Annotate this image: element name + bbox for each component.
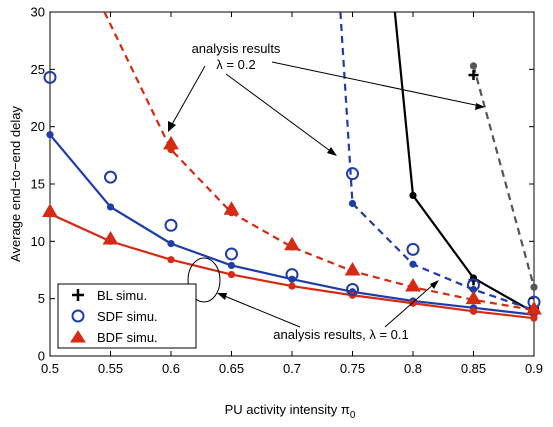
annotation-arrowhead-red xyxy=(168,121,176,132)
annotation-arrow-blue xyxy=(225,73,334,154)
analysis-line-bl-lambda-02 xyxy=(472,65,536,288)
legend: BL simu. SDF simu. BDF simu. xyxy=(57,283,197,349)
analysis-point xyxy=(106,203,115,211)
legend-item-bdf: BDF simu. xyxy=(70,330,158,345)
x-axis-label-symbol: π xyxy=(341,402,350,417)
sdf-simulation-marker xyxy=(104,170,117,184)
annotation-lambda-02-line1: analysis results xyxy=(192,41,281,56)
annotation-arrowhead-gray xyxy=(475,103,485,110)
sdf-simulation-marker xyxy=(43,70,57,84)
annotation-arrow-red xyxy=(169,65,206,129)
y-tick-label: 25 xyxy=(31,62,45,77)
legend-item-sdf: SDF simu. xyxy=(71,309,158,324)
annotation-arrowhead-bottom-right xyxy=(430,280,439,289)
analysis-point xyxy=(348,199,357,208)
annotation-arrowhead-blue xyxy=(327,147,337,156)
y-tick-label: 10 xyxy=(31,234,45,249)
analysis-point xyxy=(530,314,538,322)
sdf-simulation-marker xyxy=(346,167,359,181)
bl-simulation-marker xyxy=(468,70,479,81)
x-tick-label: 0.55 xyxy=(98,361,123,376)
annotation-lambda-02-line2: λ = 0.2 xyxy=(216,57,255,72)
bdf-simulation-marker xyxy=(344,262,361,276)
analysis-point xyxy=(227,270,236,279)
x-axis-label-subscript: 0 xyxy=(350,410,356,421)
analysis-point xyxy=(469,62,478,70)
analysis-point xyxy=(167,240,175,248)
x-axis-label-text: PU activity intensity xyxy=(225,402,338,417)
legend-item-bl: BL simu. xyxy=(72,288,147,303)
sdf-simulation-marker xyxy=(346,282,359,296)
sdf-simulation-marker xyxy=(467,278,480,292)
x-tick-label: 0.5 xyxy=(41,361,59,376)
bdf-simulation-marker xyxy=(465,290,482,305)
annotation-lambda-02: analysis results λ = 0.2 xyxy=(168,41,485,156)
axes-layer: 0.5 0.55 0.6 0.65 0.7 0.75 0.8 0.85 0.9 0 5 10 15 20 2… xyxy=(31,5,544,377)
analysis-point xyxy=(530,283,538,291)
bdf-simulation-marker xyxy=(284,236,300,251)
analysis-point xyxy=(167,256,175,264)
bdf-simulation-marker xyxy=(223,201,240,215)
analysis-point xyxy=(409,260,417,268)
y-axis-label: Average end−to−end delay xyxy=(8,106,23,262)
analysis-point xyxy=(288,282,296,290)
annotation-arrow-gray xyxy=(271,61,481,107)
bdf-simulation-marker xyxy=(163,135,179,150)
legend-label-bdf: BDF simu. xyxy=(97,330,158,345)
annotation-lambda-01: analysis results, λ = 0.1 xyxy=(187,257,439,342)
annotation-ellipse xyxy=(187,257,221,303)
analysis-point xyxy=(469,307,478,315)
legend-label-bl: BL simu. xyxy=(97,288,147,303)
analysis-line-bdf-lambda-02 xyxy=(103,11,535,312)
plus-marker-icon xyxy=(72,289,84,301)
triangle-marker-icon xyxy=(70,330,86,343)
sdf-simulation-marker xyxy=(406,242,420,256)
y-tick-label: 5 xyxy=(38,291,45,306)
legend-label-sdf: SDF simu. xyxy=(97,309,158,324)
analysis-point xyxy=(46,131,54,139)
bdf-simulation-marker xyxy=(42,203,58,218)
bdf-simulation-marker xyxy=(405,278,421,292)
annotation-arrow-bottom-left xyxy=(221,294,301,328)
x-tick-label: 0.65 xyxy=(219,361,244,376)
sdf-simulation-marker xyxy=(285,268,299,282)
annotation-lambda-01-text: analysis results, λ = 0.1 xyxy=(273,327,408,342)
sdf-simulation-marker xyxy=(164,218,178,232)
x-tick-label: 0.9 xyxy=(525,361,543,376)
x-axis-label: PU activity intensity π0 xyxy=(225,402,356,421)
x-tick-label: 0.75 xyxy=(340,361,365,376)
y-tick-label: 20 xyxy=(31,119,45,134)
y-tick-label: 30 xyxy=(31,5,45,20)
annotation-arrow-bottom-right xyxy=(384,282,436,328)
x-tick-label: 0.7 xyxy=(283,361,301,376)
circle-marker-icon xyxy=(71,309,85,323)
y-tick-label: 0 xyxy=(38,349,45,364)
x-tick-label: 0.6 xyxy=(162,361,180,376)
x-tick-label: 0.8 xyxy=(404,361,422,376)
markers-layer xyxy=(42,70,542,315)
y-tick-label: 15 xyxy=(31,177,45,192)
annotation-arrowhead-bottom-left xyxy=(217,293,227,300)
analysis-point xyxy=(409,191,417,200)
analysis-point xyxy=(409,299,417,307)
sdf-simulation-marker xyxy=(225,247,238,261)
bdf-simulation-marker xyxy=(526,300,542,315)
analysis-point xyxy=(227,261,236,270)
analysis-line-bl-lambda-01 xyxy=(393,11,535,314)
bdf-simulation-marker xyxy=(102,231,119,245)
x-tick-label: 0.85 xyxy=(461,361,486,376)
